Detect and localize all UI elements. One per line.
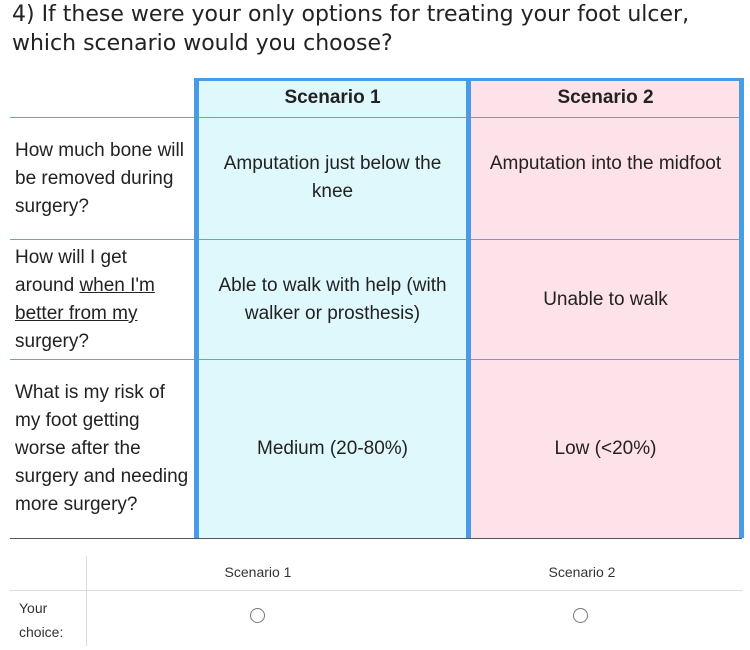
- column-header: Scenario 1: [284, 87, 381, 108]
- radio-scenario-1[interactable]: [250, 608, 265, 623]
- scenario-2-column: [469, 78, 742, 538]
- radio-scenario-2[interactable]: [573, 608, 588, 623]
- cell: Able to walk with help (with walker or p…: [218, 275, 447, 324]
- column-header: Scenario 2: [557, 87, 654, 108]
- label-text: What is my risk of my foot getting worse…: [15, 382, 189, 515]
- column-border: [194, 78, 199, 538]
- label-text: How much bone will be removed during sur…: [15, 140, 184, 217]
- column-border: [739, 78, 744, 538]
- row-divider: [10, 538, 742, 539]
- row-label: How will I get around when I'm better fr…: [10, 240, 196, 360]
- column-border: [466, 78, 471, 538]
- row-divider: [10, 117, 742, 118]
- choice-label: Your choice:: [19, 600, 64, 640]
- scenario-1-column: [196, 78, 469, 538]
- label-text: surgery?: [15, 331, 89, 352]
- label-text-wrap: How will I get around when I'm better fr…: [15, 244, 191, 356]
- cell: Medium (20-80%): [257, 438, 408, 459]
- cell: Unable to walk: [543, 289, 668, 310]
- cell: Amputation just below the knee: [223, 153, 442, 202]
- cell: Amputation into the midfoot: [489, 153, 722, 174]
- choice-divider: [86, 556, 87, 646]
- row-divider: [10, 239, 742, 240]
- row-label: How much bone will be removed during sur…: [10, 118, 196, 240]
- label-text-underlined: when I'm better from my: [15, 275, 155, 324]
- choice-divider: [10, 590, 742, 591]
- row-label: What is my risk of my foot getting worse…: [10, 360, 196, 538]
- row-divider: [10, 359, 742, 360]
- choice-header: Scenario 1: [224, 564, 292, 580]
- question: 4) If these were your only options for t…: [12, 2, 690, 56]
- choice-header: Scenario 2: [548, 564, 616, 580]
- label-text: How will I get around: [15, 247, 127, 296]
- cell: Low (<20%): [554, 438, 657, 459]
